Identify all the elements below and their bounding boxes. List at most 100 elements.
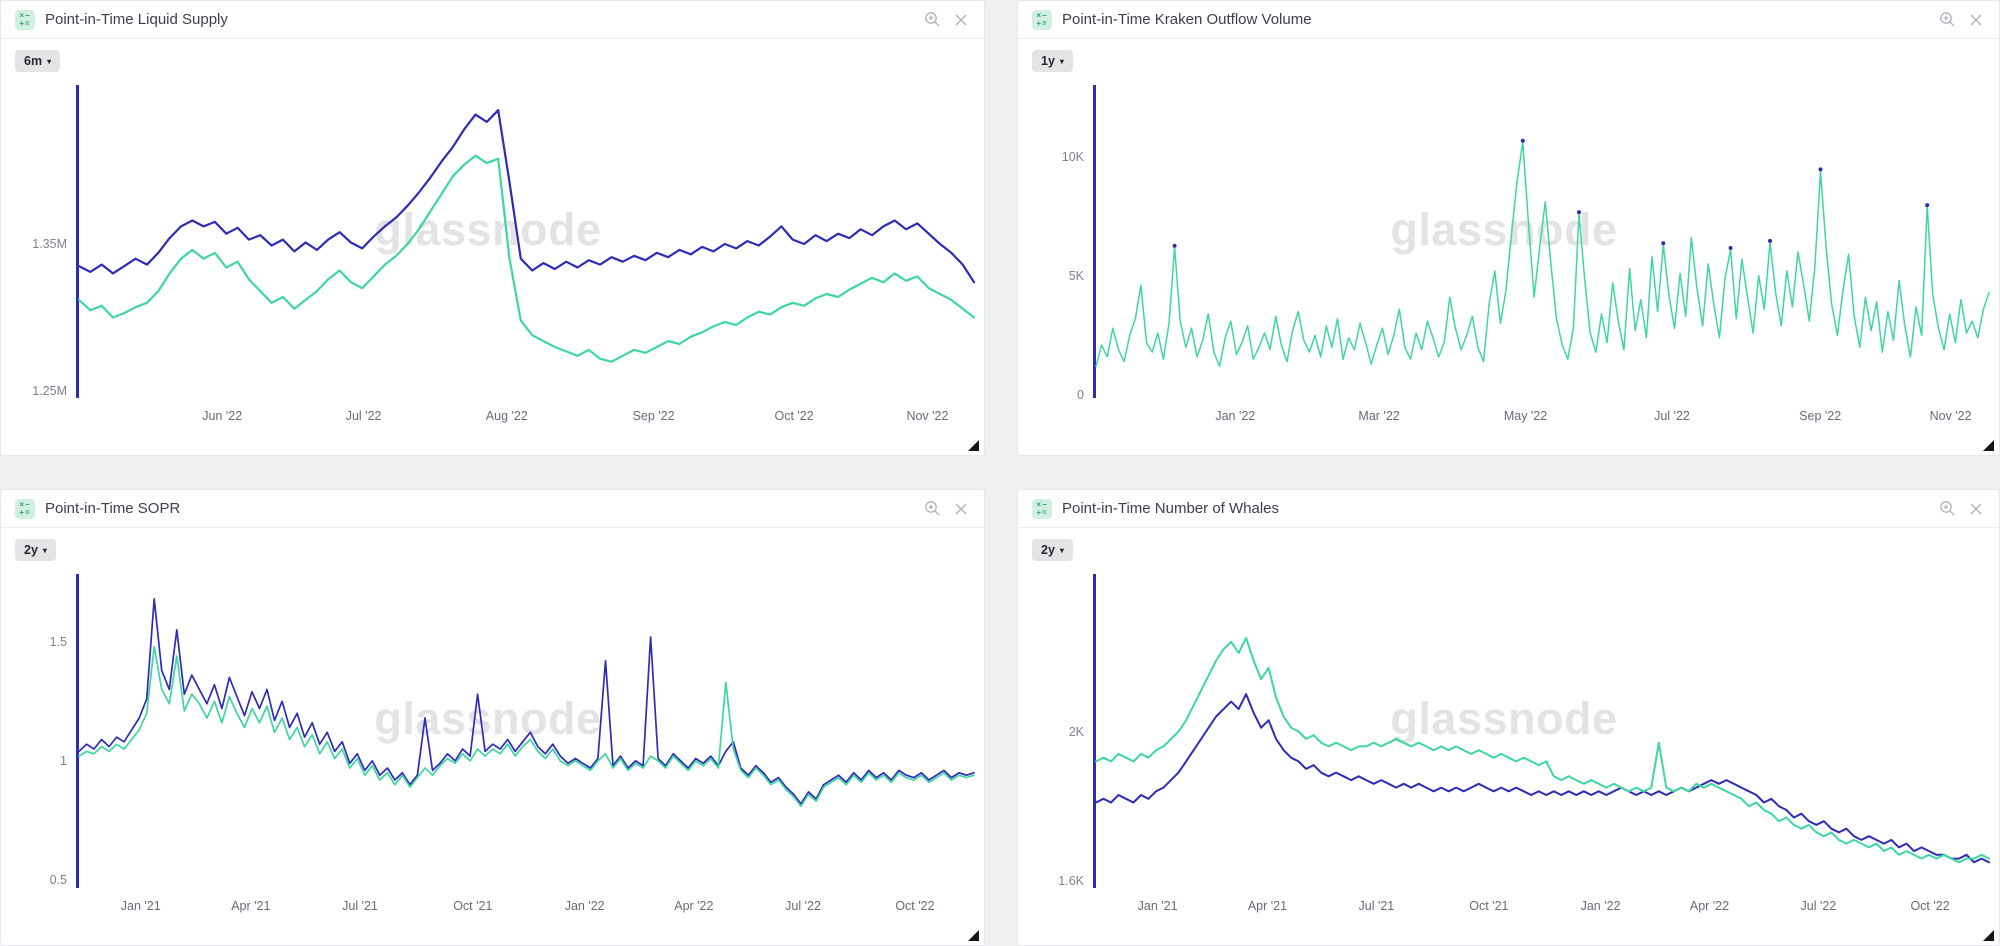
x-axis-tick-label: Sep '22 [632,409,675,423]
x-axis-tick-label: Nov '22 [1929,409,1972,423]
panel-header: ×− += Point-in-Time Number of Whales [1018,490,1999,528]
line-chart [1095,637,1990,864]
close-icon [1970,502,1982,515]
panel-kraken-outflow: ×− += Point-in-Time Kraken Outflow Volum… [1017,0,2000,456]
close-button[interactable] [1969,13,1983,27]
y-axis-tick-label: 1.25M [32,384,67,399]
panel-number-of-whales: ×− += Point-in-Time Number of Whales 2y … [1017,489,2000,946]
y-axis-tick-label: 0 [1077,388,1084,402]
close-button[interactable] [1969,502,1983,516]
range-dropdown[interactable]: 6m ▾ [15,50,61,72]
x-axis-tick-label: Apr '21 [231,899,271,913]
x-axis-tick-label: Apr '22 [1689,899,1730,913]
x-axis-tick-label: Apr '22 [674,899,714,913]
panel-sopr: ×− += Point-in-Time SOPR 2y ▾ glassnode [0,489,985,946]
y-axis-tick-label: 1 [60,753,67,768]
y-axis-tick-label: 2K [1068,724,1084,739]
zoom-in-button[interactable] [924,500,941,517]
panel-title: Point-in-Time Number of Whales [1062,500,1280,517]
y-axis-tick-label: 0.5 [49,873,67,887]
resize-handle[interactable] [1983,440,1994,451]
icon-glyph-row: ×− [19,10,31,20]
icon-glyph-row: ×− [1036,10,1048,20]
x-axis-tick-label: Oct '22 [774,409,814,423]
x-axis-tick-label: Nov '22 [906,409,949,423]
peak-marker-dot [1728,246,1733,250]
x-axis-tick-label: May '22 [1503,409,1548,423]
range-dropdown[interactable]: 2y ▾ [15,539,56,561]
header-actions [924,500,968,517]
chart-plot-area[interactable]: 10K 5K 0 Jan '22 Mar '22 May '22 Jul '22 Sep '2… [1062,85,1990,423]
peak-marker-dot [1520,138,1525,143]
x-axis-tick-label: Jul '21 [342,899,378,913]
x-axis-tick-label: Oct '21 [453,899,493,913]
metric-calculator-icon: ×− += [15,9,35,30]
resize-handle[interactable] [1983,930,1994,941]
zoom-in-button[interactable] [924,11,941,28]
metric-calculator-icon: ×− += [1032,498,1052,519]
icon-glyph-row: += [19,18,31,28]
panel-liquid-supply: ×− += Point-in-Time Liquid Supply 6m ▾ g… [0,0,985,456]
peak-marker-dot [1577,210,1581,215]
peak-marker-dot [1768,238,1772,243]
panel-title: Point-in-Time SOPR [45,500,181,517]
x-axis-tick-label: Oct '22 [895,899,935,913]
zoom-in-icon [1940,12,1955,27]
x-axis-tick-label: Jan '22 [1215,409,1256,423]
range-dropdown[interactable]: 2y ▾ [1032,539,1073,561]
y-axis-tick-label: 1.5 [49,634,67,649]
series-teal [77,154,976,363]
close-icon [955,502,967,515]
line-chart [78,598,975,808]
x-axis-tick-label: Jan '21 [1137,899,1178,913]
chevron-down-icon: ▾ [1059,56,1064,66]
range-label: 2y [24,543,38,557]
chevron-down-icon: ▾ [1059,545,1064,555]
panel-body: 2y ▾ glassnode 1.5 1 0.5 Jan '21 Apr '21 Jul … [1,528,984,944]
panel-body: 2y ▾ glassnode 2K 1.6K Jan '21 Apr '21 Jul '… [1018,528,1999,944]
resize-handle[interactable] [968,440,979,451]
panel-title: Point-in-Time Liquid Supply [45,11,228,28]
chart-plot-area[interactable]: 1.35M 1.25M Jun '22 Jul '22 Aug '22 Sep '22 Oc… [32,85,976,423]
x-axis-tick-label: Apr '21 [1247,899,1288,913]
peak-marker-dot [1661,241,1666,246]
zoom-in-button[interactable] [1939,11,1956,28]
chart-plot-area[interactable]: 2K 1.6K Jan '21 Apr '21 Jul '21 Oct '21 Jan '2… [1058,574,1990,913]
peak-marker-dot [1925,203,1930,208]
close-icon [1970,13,1982,26]
icon-glyph-row: ×− [19,499,31,509]
series-teal [1095,637,1990,864]
close-icon [955,13,967,26]
header-actions [924,11,968,28]
x-axis-tick-label: Oct '21 [1469,899,1509,913]
x-axis-tick-label: Oct '22 [1910,899,1950,913]
x-axis-tick-label: Jul '22 [345,409,382,423]
x-axis-tick-label: Jul '22 [785,899,821,913]
chart-plot-area[interactable]: 1.5 1 0.5 Jan '21 Apr '21 Jul '21 Oct '21 Jan '… [50,574,975,913]
icon-glyph-row: ×− [1036,499,1048,509]
icon-glyph-row: += [1036,18,1048,28]
chevron-down-icon: ▾ [47,56,52,66]
close-button[interactable] [954,13,968,27]
close-button[interactable] [954,502,968,516]
zoom-in-icon [925,12,940,27]
x-axis-tick-label: Jan '21 [120,899,161,913]
range-label: 1y [1041,54,1055,68]
panel-body: 6m ▾ glassnode 1.35M 1.25M Jun '22 Jul '22 A… [1,39,984,454]
header-actions [1939,500,1983,517]
x-axis-tick-label: Jan '22 [564,899,605,913]
series-indigo [78,598,975,805]
x-axis-tick-label: Aug '22 [485,409,528,423]
y-axis-tick-label: 10K [1061,149,1084,164]
zoom-in-button[interactable] [1939,500,1956,517]
metric-calculator-icon: ×− += [15,498,35,519]
series-indigo [77,109,976,284]
resize-handle[interactable] [968,930,979,941]
x-axis-tick-label: Jul '22 [1654,409,1690,423]
y-axis-tick-label: 1.6K [1058,874,1084,888]
x-axis-tick-label: Jul '21 [1358,899,1395,913]
range-dropdown[interactable]: 1y ▾ [1032,50,1073,72]
header-actions [1939,11,1983,28]
metric-calculator-icon: ×− += [1032,9,1052,30]
panel-body: 1y ▾ glassnode 10K 5K 0 Jan '22 Mar '22 May '… [1018,39,1999,454]
